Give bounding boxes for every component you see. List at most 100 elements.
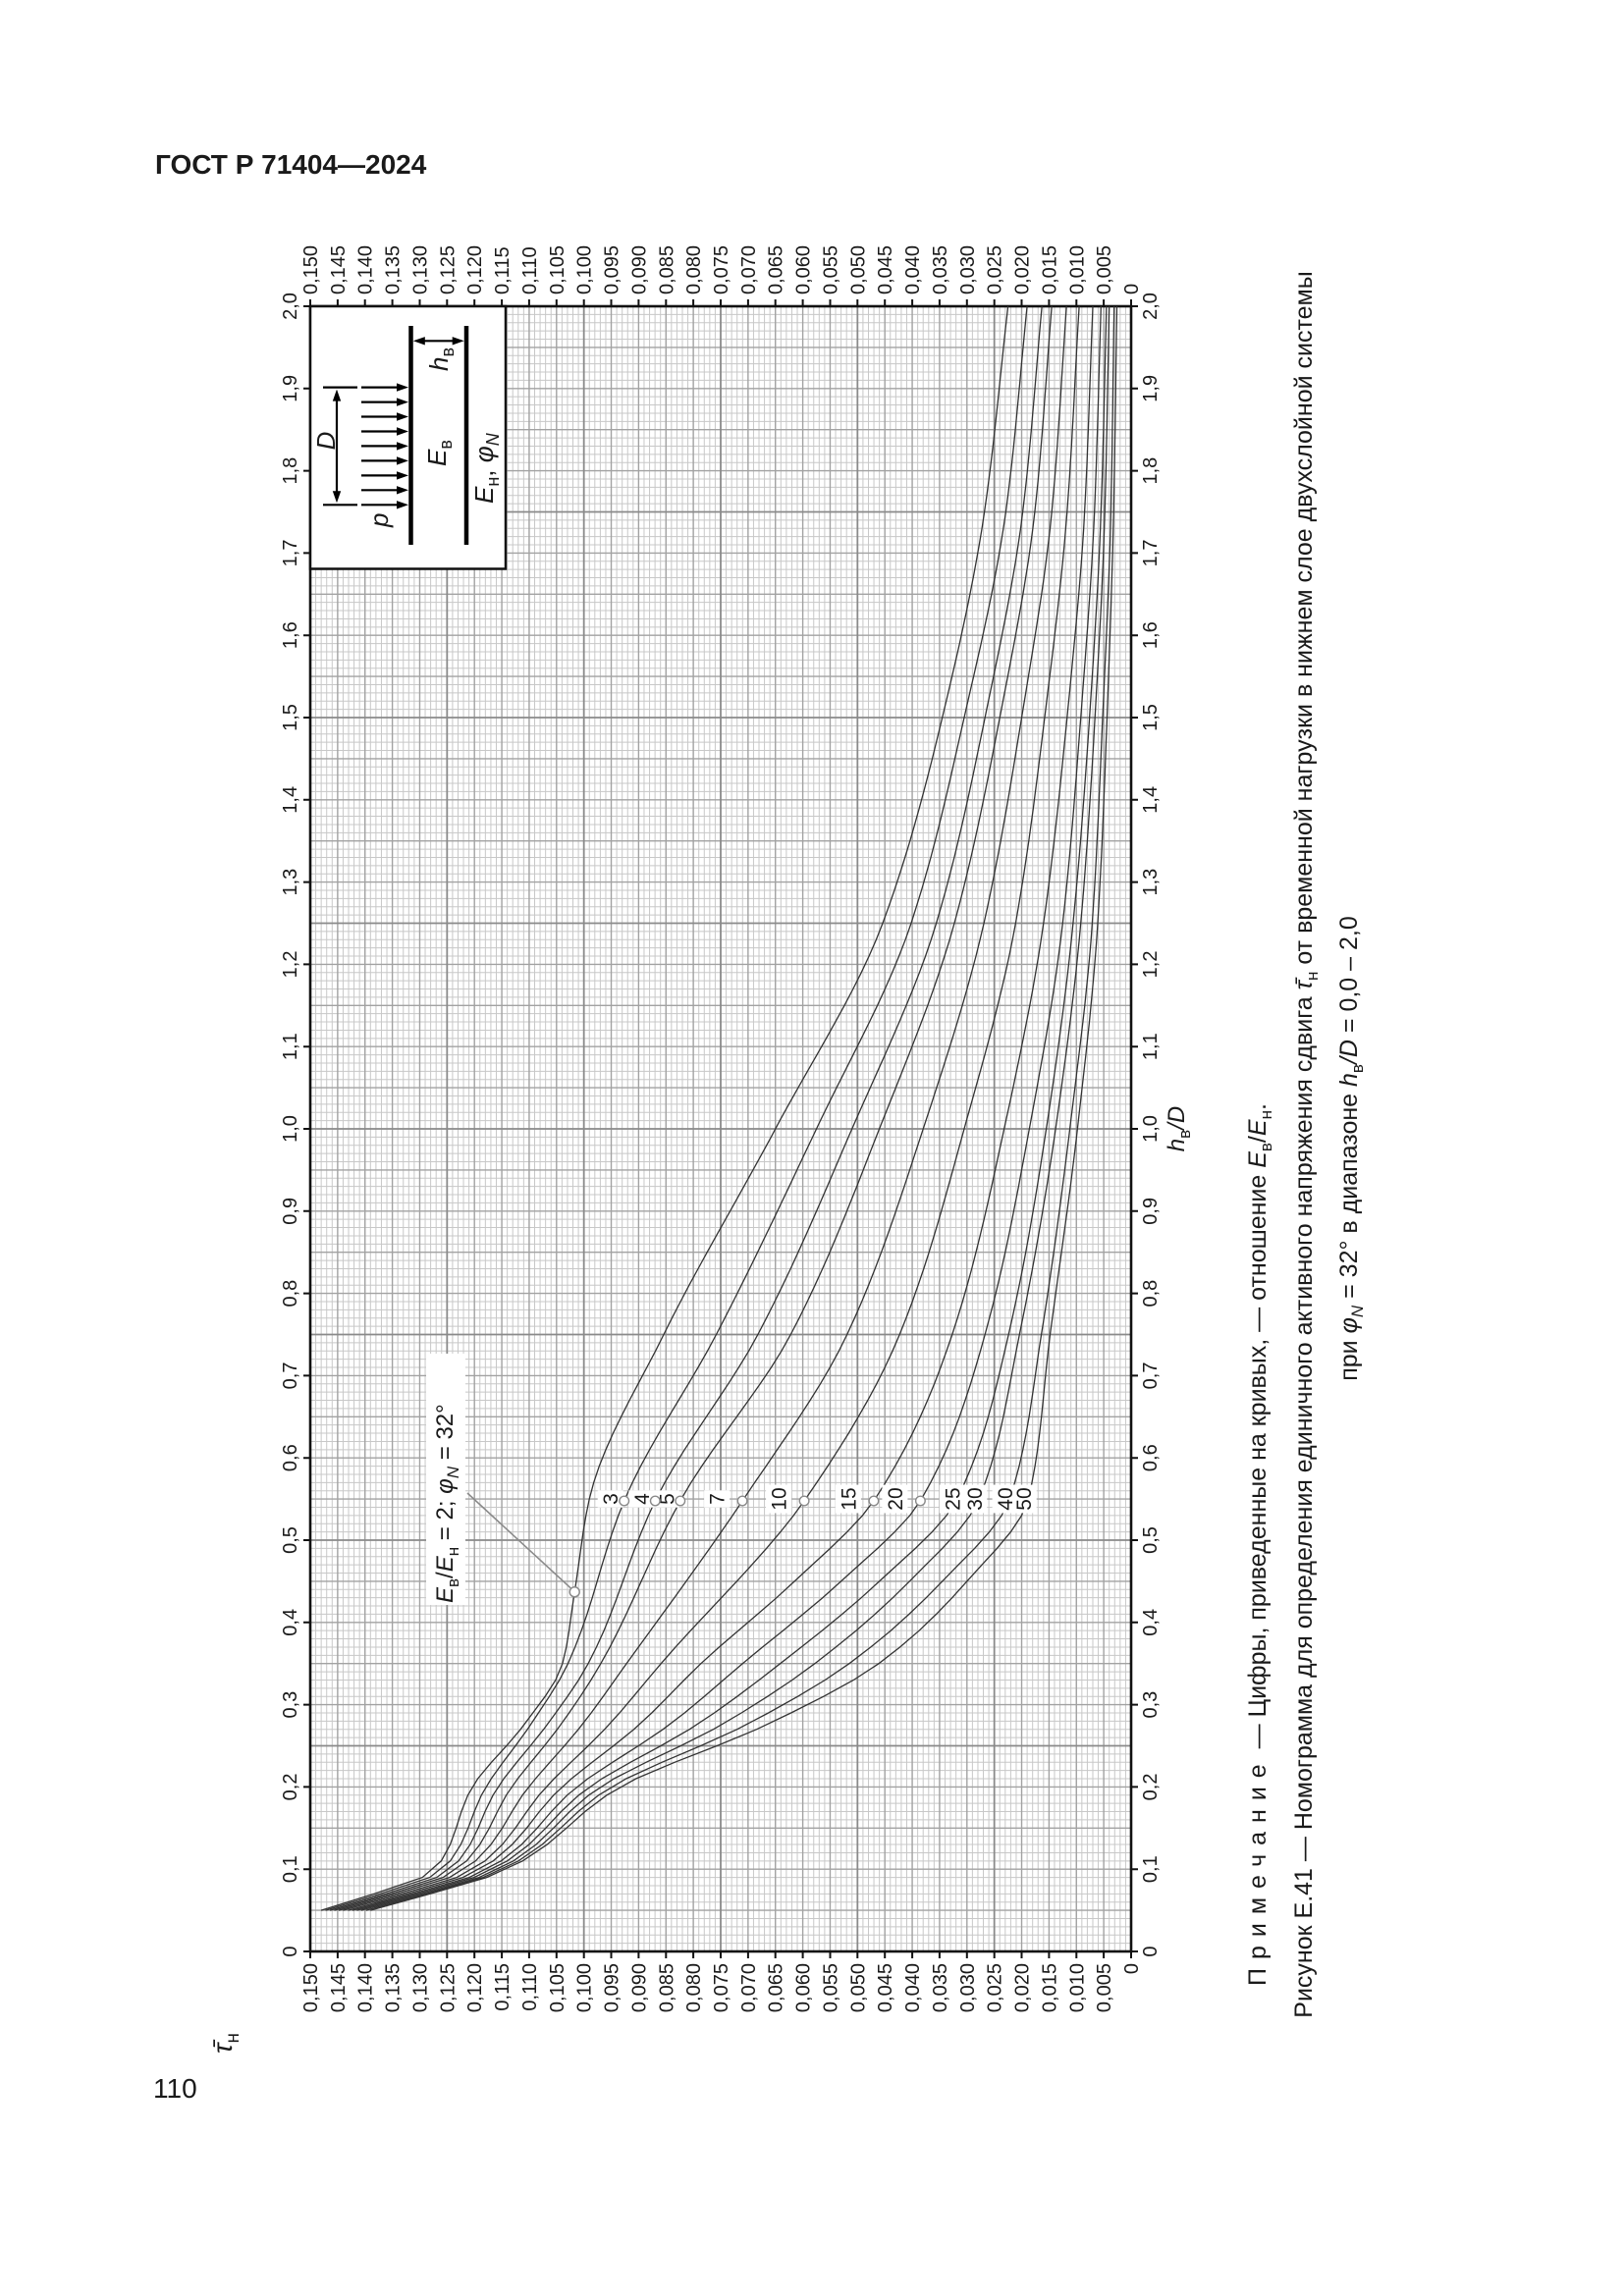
svg-text:1,9: 1,9	[280, 375, 301, 402]
svg-text:0,040: 0,040	[902, 1963, 924, 2012]
svg-text:0: 0	[1140, 1946, 1162, 1956]
svg-text:1,4: 1,4	[1140, 786, 1162, 814]
svg-text:0,4: 0,4	[1140, 1609, 1162, 1636]
svg-text:D: D	[311, 432, 341, 451]
svg-text:0,005: 0,005	[1094, 1963, 1115, 2012]
svg-text:25: 25	[942, 1487, 964, 1510]
svg-text:0: 0	[1121, 284, 1143, 294]
svg-text:0,065: 0,065	[766, 245, 787, 294]
svg-text:1,3: 1,3	[280, 869, 301, 896]
svg-text:1,4: 1,4	[280, 786, 301, 814]
svg-text:0,055: 0,055	[821, 245, 842, 294]
svg-text:0,045: 0,045	[875, 245, 896, 294]
svg-text:1,1: 1,1	[1140, 1033, 1162, 1060]
svg-text:0,080: 0,080	[683, 1963, 705, 2012]
svg-text:40: 40	[995, 1487, 1017, 1510]
svg-text:30: 30	[964, 1487, 987, 1510]
svg-text:0,125: 0,125	[437, 1963, 459, 2012]
svg-text:0,090: 0,090	[628, 245, 650, 294]
svg-text:0,2: 0,2	[1140, 1773, 1162, 1800]
svg-text:0,120: 0,120	[464, 245, 486, 294]
svg-text:1,7: 1,7	[1140, 539, 1162, 566]
svg-text:1,0: 1,0	[1140, 1115, 1162, 1143]
svg-text:0,015: 0,015	[1039, 1963, 1060, 2012]
svg-text:5: 5	[656, 1493, 678, 1505]
svg-text:0,050: 0,050	[847, 1963, 869, 2012]
svg-text:0,030: 0,030	[957, 1963, 979, 2012]
svg-text:0,115: 0,115	[492, 246, 514, 294]
svg-text:ГОСТ Р 71404—2024: ГОСТ Р 71404—2024	[155, 149, 427, 180]
svg-text:0,110: 0,110	[519, 1963, 541, 2011]
svg-text:0,105: 0,105	[547, 245, 568, 294]
svg-text:hв/D: hв/D	[1164, 1106, 1194, 1151]
svg-text:0,005: 0,005	[1094, 245, 1115, 294]
svg-text:2,0: 2,0	[280, 293, 301, 320]
svg-text:1,9: 1,9	[1140, 375, 1162, 402]
svg-text:0,3: 0,3	[1140, 1691, 1162, 1719]
svg-text:1,8: 1,8	[1140, 457, 1162, 485]
svg-text:0,070: 0,070	[738, 1963, 760, 2012]
svg-text:50: 50	[1013, 1487, 1036, 1510]
svg-text:0,085: 0,085	[656, 1963, 677, 2012]
svg-text:1,8: 1,8	[280, 457, 301, 485]
svg-text:1,2: 1,2	[280, 950, 301, 978]
svg-text:1,6: 1,6	[280, 621, 301, 649]
svg-text:1,0: 1,0	[280, 1115, 301, 1143]
svg-text:p: p	[364, 513, 394, 528]
svg-text:0,035: 0,035	[930, 1963, 951, 2012]
svg-text:0,045: 0,045	[875, 1963, 896, 2012]
svg-text:0,125: 0,125	[437, 245, 459, 294]
svg-text:0,095: 0,095	[602, 245, 623, 294]
svg-text:0,7: 0,7	[1140, 1362, 1162, 1389]
svg-text:0,9: 0,9	[280, 1198, 301, 1225]
svg-text:0: 0	[1121, 1963, 1143, 1974]
svg-text:0,010: 0,010	[1066, 245, 1088, 294]
svg-text:10: 10	[769, 1487, 791, 1510]
svg-text:1,2: 1,2	[1140, 950, 1162, 978]
svg-text:0,050: 0,050	[847, 245, 869, 294]
svg-text:Примечание — Цифры, приведенны: Примечание — Цифры, приведенные на кривы…	[1244, 1103, 1275, 1986]
svg-text:0,025: 0,025	[985, 1963, 1006, 2012]
svg-text:20: 20	[885, 1487, 907, 1510]
svg-text:hв: hв	[424, 347, 458, 371]
svg-text:Рисунок Е.41 — Номограмма для: Рисунок Е.41 — Номограмма для определени…	[1290, 271, 1322, 2017]
svg-text:0,115: 0,115	[492, 1963, 514, 2011]
svg-text:1,5: 1,5	[1140, 704, 1162, 731]
svg-text:Ев: Ев	[422, 440, 456, 466]
svg-text:0,090: 0,090	[628, 1963, 650, 2012]
svg-text:0,010: 0,010	[1066, 1963, 1088, 2012]
svg-text:110: 110	[153, 2073, 197, 2104]
svg-text:0,6: 0,6	[280, 1444, 301, 1471]
svg-text:0,145: 0,145	[328, 245, 350, 294]
svg-text:0,060: 0,060	[793, 245, 815, 294]
svg-text:0,020: 0,020	[1012, 245, 1034, 294]
svg-text:0,035: 0,035	[930, 245, 951, 294]
svg-text:0,8: 0,8	[280, 1280, 301, 1308]
svg-text:Ен, φN: Ен, φN	[469, 432, 503, 504]
svg-text:0,150: 0,150	[300, 245, 322, 294]
svg-text:0,070: 0,070	[738, 245, 760, 294]
svg-text:0,1: 0,1	[1140, 1855, 1162, 1883]
svg-text:1,7: 1,7	[280, 539, 301, 566]
svg-text:0,025: 0,025	[985, 245, 1006, 294]
svg-text:0,040: 0,040	[902, 245, 924, 294]
svg-text:0,140: 0,140	[355, 245, 377, 294]
svg-text:0,100: 0,100	[574, 245, 596, 294]
svg-text:0,150: 0,150	[300, 1963, 322, 2012]
svg-text:0,135: 0,135	[383, 245, 405, 294]
svg-text:0,4: 0,4	[280, 1609, 301, 1636]
svg-text:0,9: 0,9	[1140, 1198, 1162, 1225]
svg-text:0,5: 0,5	[1140, 1526, 1162, 1554]
svg-text:0,075: 0,075	[711, 1963, 732, 2012]
svg-text:0,120: 0,120	[464, 1963, 486, 2012]
svg-text:0,5: 0,5	[280, 1526, 301, 1554]
svg-text:0,135: 0,135	[383, 1963, 405, 2012]
svg-text:0,020: 0,020	[1012, 1963, 1034, 2012]
svg-text:0,8: 0,8	[1140, 1280, 1162, 1308]
svg-text:0,130: 0,130	[410, 1963, 432, 2012]
svg-text:0,065: 0,065	[766, 1963, 787, 2012]
svg-text:0,2: 0,2	[280, 1773, 301, 1800]
svg-text:0,110: 0,110	[519, 246, 541, 294]
svg-text:0,095: 0,095	[602, 1963, 623, 2012]
svg-text:0,055: 0,055	[821, 1963, 842, 2012]
